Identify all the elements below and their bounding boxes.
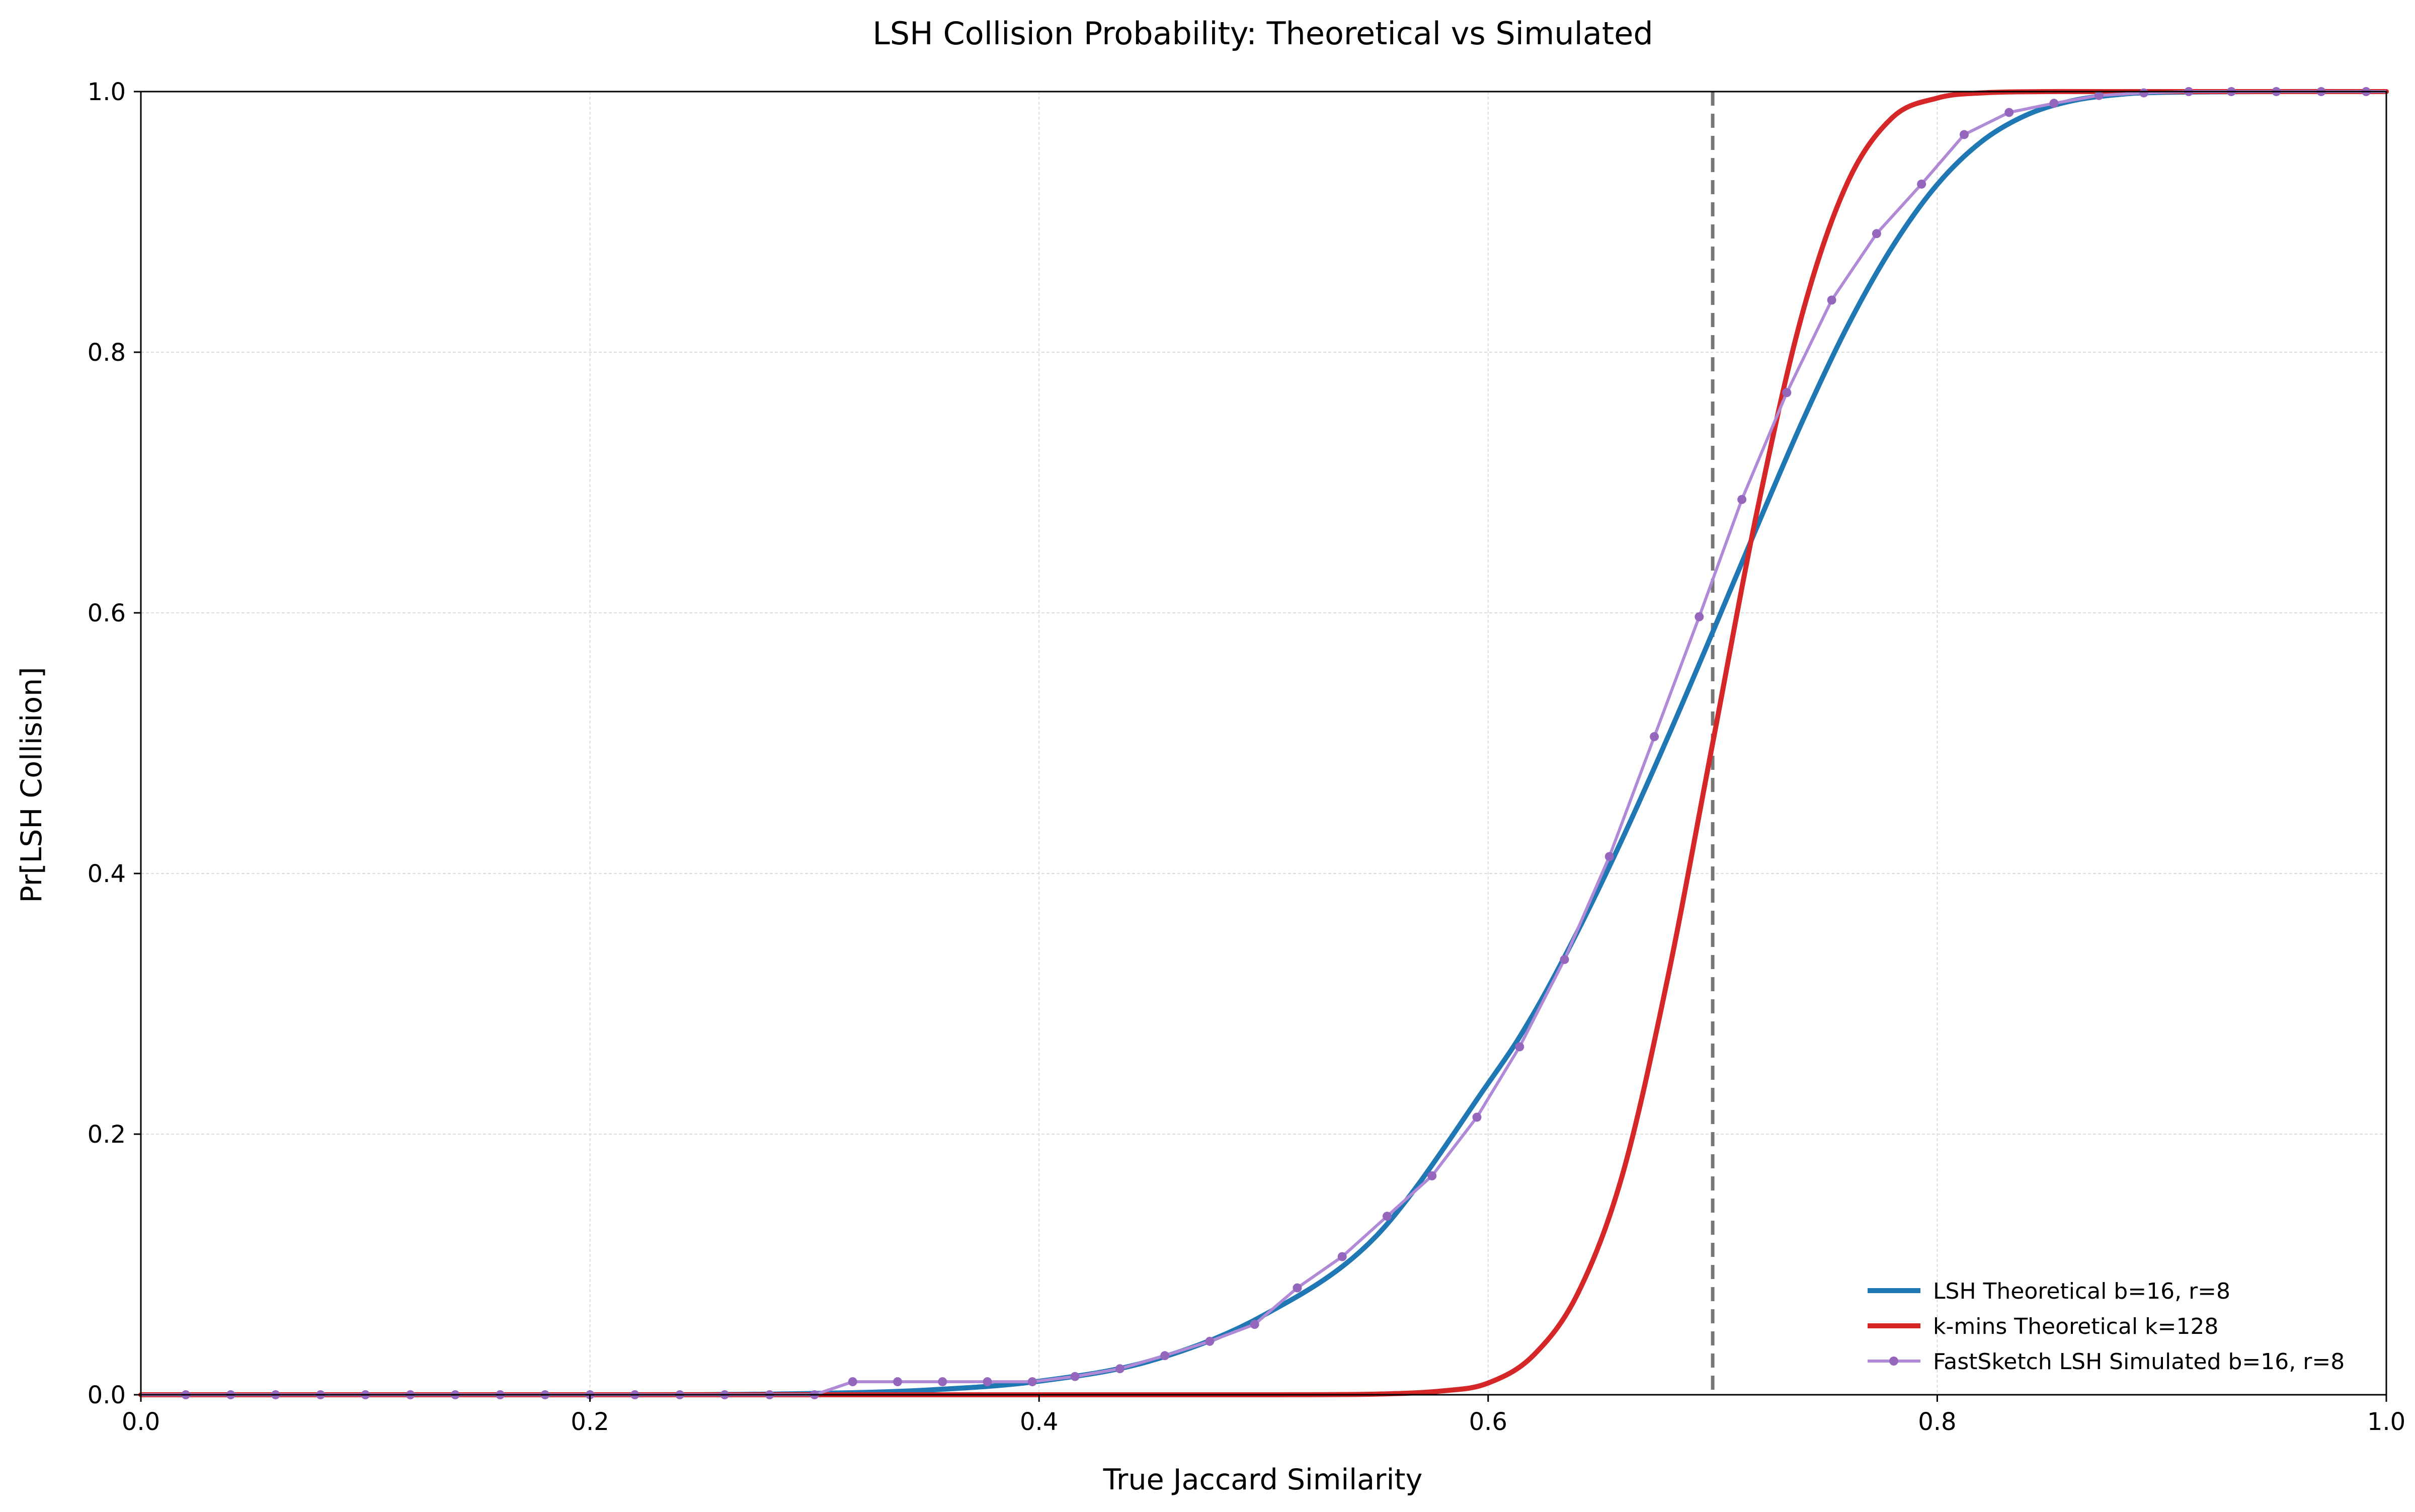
data-point [1917,179,1926,189]
data-point [1337,1252,1347,1261]
x-tick-label: 1.0 [2367,1408,2405,1436]
data-point [2049,99,2059,108]
data-point [1695,612,1704,621]
axes: 0.0 0.2 0.4 0.6 0.8 1.0 0.0 0.2 0.4 0.6 0.8 1.0 [88,78,2406,1436]
x-tick-label: 0.0 [122,1408,160,1436]
data-point [848,1377,857,1387]
data-point [1872,229,1881,238]
data-point [1205,1336,1215,1346]
plot-frame [140,91,2387,1396]
data-point [1293,1283,1302,1293]
data-point [938,1377,947,1387]
data-point [1427,1171,1437,1180]
y-tick-label: 0.6 [88,599,126,627]
data-point [1604,852,1614,861]
data-point [2139,88,2148,98]
data-point [1250,1320,1259,1329]
data-point [1959,130,1969,139]
y-tick-label: 1.0 [88,78,126,106]
x-tick-label: 0.8 [1918,1408,1956,1436]
legend: LSH Theoretical b=16, r=8 k-mins Theoreti… [1868,1279,2345,1375]
x-axis-label: True Jaccard Similarity [1103,1463,1423,1496]
data-point [1160,1351,1170,1361]
data-point [983,1377,992,1387]
data-point [1782,388,1792,397]
data-point [893,1377,903,1387]
y-tick-label: 0.8 [88,339,126,367]
data-point [2004,108,2014,117]
data-point [1115,1364,1124,1374]
legend-marker-2 [1889,1357,1898,1366]
y-tick-label: 0.0 [88,1381,126,1409]
data-point [1737,495,1747,504]
data-point [2094,91,2104,100]
chart-title: LSH Collision Probability: Theoretical v… [872,15,1653,52]
y-axis-label: Pr[LSH Collision] [15,667,48,903]
x-tick-label: 0.4 [1020,1408,1058,1436]
y-tick-label: 0.4 [88,860,126,888]
data-point [1650,732,1659,742]
data-point [1560,954,1569,964]
legend-label-2: FastSketch LSH Simulated b=16, r=8 [1933,1349,2345,1375]
data-point [1027,1377,1037,1387]
data-point [1472,1112,1482,1122]
x-tick-label: 0.2 [571,1408,609,1436]
data-point [1515,1042,1524,1052]
data-point [1382,1212,1392,1221]
legend-label-1: k-mins Theoretical k=128 [1933,1314,2218,1339]
legend-label-0: LSH Theoretical b=16, r=8 [1933,1279,2230,1304]
data-point [1827,295,1836,305]
y-tick-label: 0.2 [88,1121,126,1149]
data-point [1070,1372,1080,1381]
x-tick-label: 0.6 [1469,1408,1507,1436]
